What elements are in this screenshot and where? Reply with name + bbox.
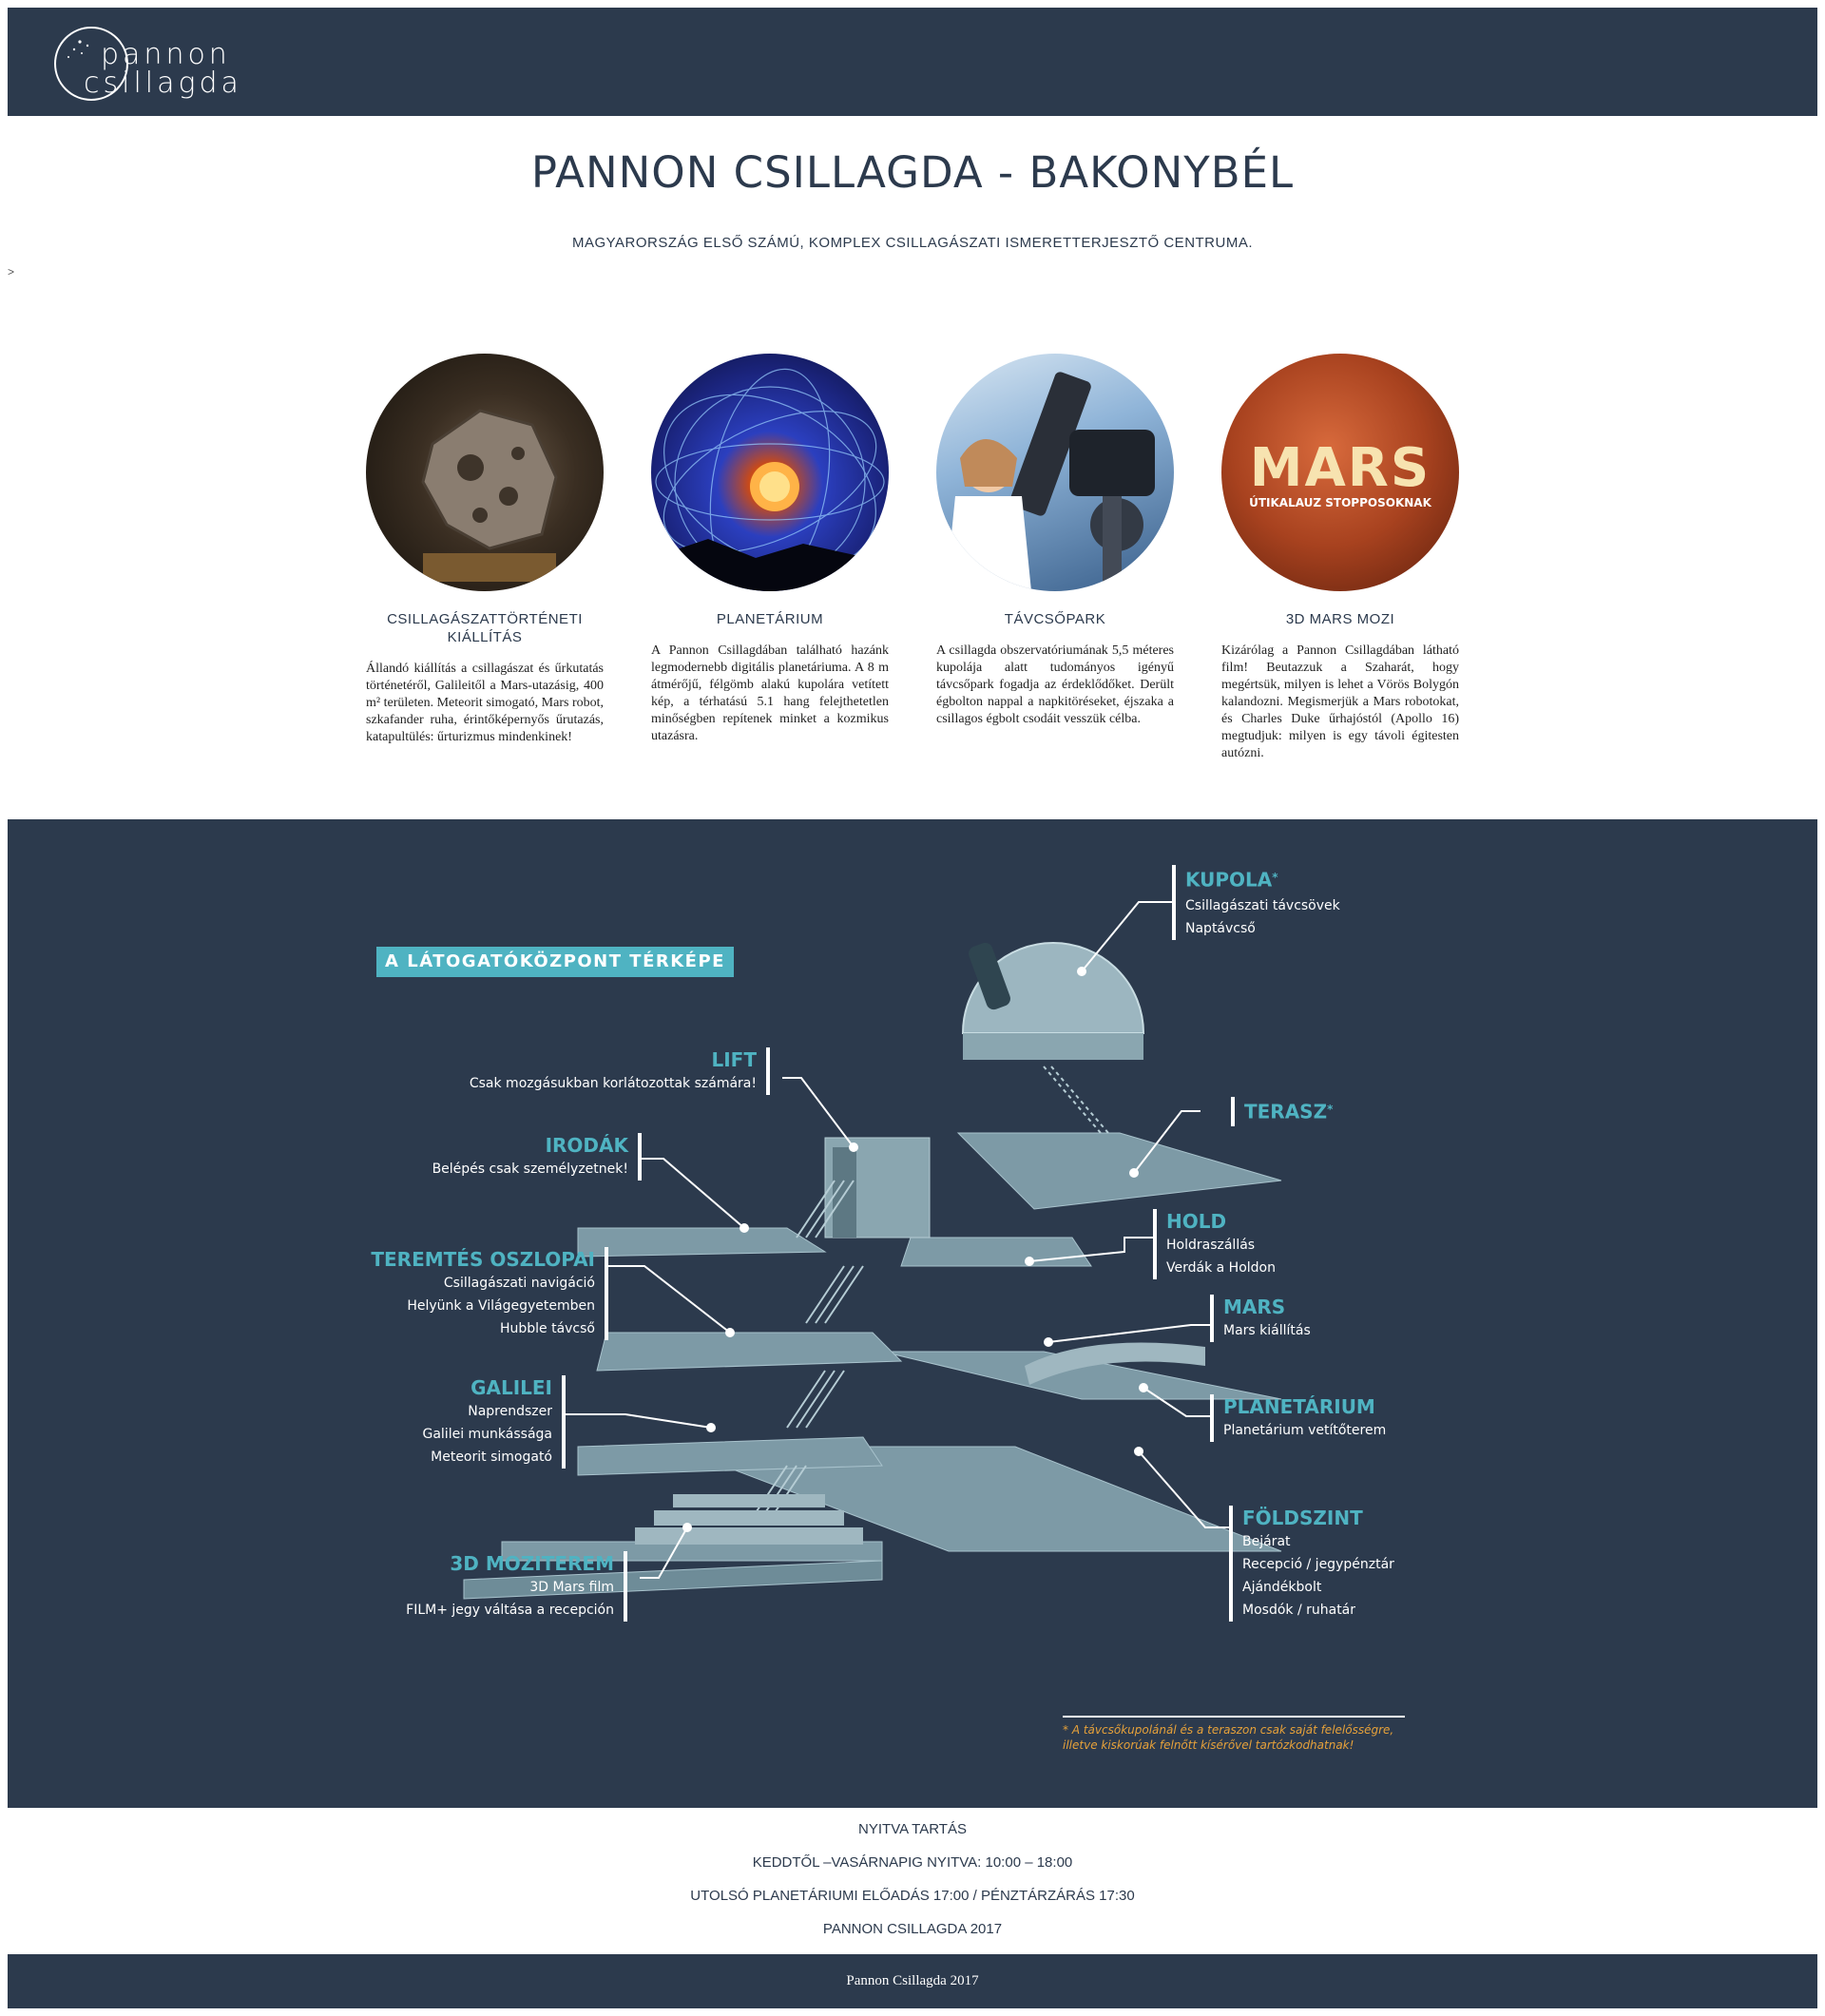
card-title: 3D MARS MOZI [1285,611,1395,627]
label-line: Meteorit simogató [431,1450,552,1465]
card-title: CSILLAGÁSZATTÖRTÉNETI KIÁLLÍTÁS [387,611,583,645]
planetarium-lines-icon [651,368,889,591]
label-heading: MARS [1223,1296,1286,1318]
label-foldszint[interactable]: FÖLDSZINT Bejárat Recepció / jegypénztár… [1229,1506,1394,1622]
label-heading: LIFT [711,1048,758,1071]
label-heading: TERASZ [1244,1100,1328,1123]
label-terasz[interactable]: TERASZ* [1231,1097,1333,1126]
asterisk-mark: * [1327,1103,1334,1116]
label-galilei[interactable]: GALILEI Naprendszer Galilei munkássága M… [422,1375,566,1469]
mars-poster-image[interactable]: MARS ÚTIKALAUZ STOPPOSOKNAK [1221,354,1459,591]
telescope-image[interactable] [936,354,1174,591]
label-line: Bejárat [1242,1534,1291,1549]
card-exhibition: CSILLAGÁSZATTÖRTÉNETI KIÁLLÍTÁS Állandó … [366,354,604,746]
planetarium-image[interactable] [651,354,889,591]
label-line: Belépés csak személyzetnek! [432,1162,628,1177]
hours-title: NYITVA TARTÁS [858,1821,967,1837]
hours-copyright: PANNON CSILLAGDA 2017 [822,1921,1003,1937]
label-heading: TEREMTÉS OSZLOPAI [371,1248,595,1271]
label-heading: HOLD [1166,1210,1227,1233]
logo[interactable]: pannon csillagda [53,25,262,101]
card-telescope-park: TÁVCSŐPARK A csillagda obszervatóriumána… [936,354,1174,728]
page-title: PANNON CSILLAGDA - BAKONYBÉL [530,147,1295,198]
meteorite-image[interactable] [366,354,604,591]
label-heading: FÖLDSZINT [1242,1507,1363,1529]
hours-last-show: UTOLSÓ PLANETÁRIUMI ELŐADÁS 17:00 / PÉNZ… [690,1888,1135,1904]
label-line: Mosdók / ruhatár [1242,1603,1356,1618]
floor-ground [672,1446,1282,1552]
label-line: Recepció / jegypénztár [1242,1557,1394,1572]
label-heading: GALILEI [471,1376,552,1399]
label-line: Verdák a Holdon [1166,1260,1276,1276]
logo-circle-icon [54,27,128,101]
asterisk-mark: * [1272,871,1278,884]
label-line: Ajándékbolt [1242,1580,1322,1595]
label-heading: PLANETÁRIUM [1223,1395,1375,1418]
card-mars-cinema: MARS ÚTIKALAUZ STOPPOSOKNAK 3D MARS MOZI… [1221,354,1459,762]
card-text: A Pannon Csillagdában található hazánk l… [651,643,889,743]
label-line: Naptávcső [1185,920,1256,936]
label-heading: 3D MOZITEREM [450,1552,614,1575]
mars-poster-subtitle: ÚTIKALAUZ STOPPOSOKNAK [1249,496,1431,509]
label-line: 3D Mars film [529,1580,614,1595]
label-hold[interactable]: HOLD Holdraszállás Verdák a Holdon [1153,1209,1276,1279]
footnote-divider [1063,1716,1405,1718]
site-header: pannon csillagda [8,8,1817,116]
label-3d-moziterem[interactable]: 3D MOZITEREM 3D Mars film FILM+ jegy vál… [406,1551,627,1622]
stray-chevron-text: > [8,265,15,278]
label-line: Planetárium vetítőterem [1223,1423,1387,1438]
label-heading: IRODÁK [545,1134,628,1157]
label-teremtes-oszlopai[interactable]: TEREMTÉS OSZLOPAI Csillagászati navigáci… [371,1247,608,1340]
logo-text-pannon: pannon [101,38,231,71]
card-title: PLANETÁRIUM [716,611,824,627]
label-line: Galilei munkássága [422,1427,552,1442]
label-lift[interactable]: LIFT Csak mozgásukban korlátozottak szám… [470,1047,770,1095]
label-irodak[interactable]: IRODÁK Belépés csak személyzetnek! [432,1133,642,1181]
label-line: Csillagászati távcsövek [1185,897,1340,913]
label-line: Hubble távcső [499,1321,595,1336]
map-footnote: * A távcsőkupolánál és a teraszon csak s… [1063,1723,1394,1752]
label-line: Csak mozgásukban korlátozottak számára! [469,1076,757,1091]
map-title: A LÁTOGATÓKÖZPONT TÉRKÉPE [376,947,734,977]
hours-days: KEDDTŐL –VASÁRNAPIG NYITVA: 10:00 – 18:0… [752,1854,1073,1871]
label-planetarium[interactable]: PLANETÁRIUM Planetárium vetítőterem [1210,1394,1386,1442]
label-line: Holdraszállás [1166,1238,1256,1253]
opening-hours: NYITVA TARTÁS KEDDTŐL –VASÁRNAPIG NYITVA… [0,1820,1825,1953]
label-line: Csillagászati navigáció [443,1276,595,1291]
label-heading: KUPOLA [1185,868,1273,892]
page-subtitle: MAGYARORSZÁG ELSŐ SZÁMÚ, KOMPLEX CSILLAG… [571,235,1254,251]
card-text: Állandó kiállítás a csillagászat és űrku… [366,662,604,744]
card-planetarium: PLANETÁRIUM A Pannon Csillagdában találh… [651,354,889,745]
label-mars[interactable]: MARS Mars kiállítás [1210,1295,1311,1342]
mars-poster-title: MARS [1249,437,1431,499]
label-line: Helyünk a Világegyetemben [407,1298,595,1314]
label-kupola[interactable]: KUPOLA* Csillagászati távcsövek Naptávcs… [1172,865,1340,940]
label-line: Mars kiállítás [1223,1323,1311,1338]
meteorite-shape-icon [421,409,558,582]
observatory-dome [961,942,1145,1060]
building-isometric-map [463,901,1282,1600]
label-line: FILM+ jegy váltása a recepción [406,1603,614,1618]
site-footer: Pannon Csillagda 2017 [8,1954,1817,2008]
label-line: Naprendszer [468,1404,552,1419]
telescope-scene-icon [946,372,1155,591]
card-title: TÁVCSŐPARK [1004,611,1106,627]
card-text: A csillagda obszervatóriumának 5,5 méter… [936,643,1174,726]
logo-text-csillagda: csillagda [84,67,242,100]
visitor-map-section: A LÁTOGATÓKÖZPONT TÉRKÉPE KUPOLA* Csilla… [8,819,1817,1808]
card-text: Kizárólag a Pannon Csillagdában látható … [1221,643,1459,760]
